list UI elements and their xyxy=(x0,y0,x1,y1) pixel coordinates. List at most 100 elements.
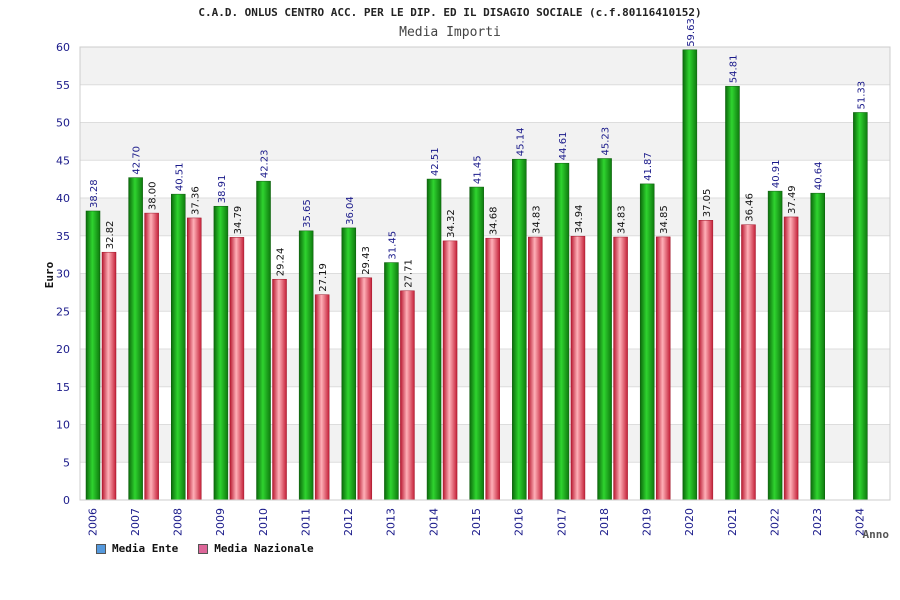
bar-media-ente xyxy=(512,158,527,501)
y-tick-label: 15 xyxy=(56,381,70,394)
x-tick-label: 2016 xyxy=(513,508,526,536)
y-tick-label: 5 xyxy=(63,456,70,469)
bar-media-nazionale xyxy=(101,251,117,501)
data-label: 45.23 xyxy=(601,127,612,156)
bar-media-ente xyxy=(725,85,740,501)
chart-title: C.A.D. ONLUS CENTRO ACC. PER LE DIP. ED … xyxy=(198,6,702,19)
plot-border xyxy=(79,46,891,501)
x-tick-label: 2022 xyxy=(768,508,781,536)
grid-band xyxy=(80,47,890,85)
bar-media-ente xyxy=(554,162,570,501)
data-label: 42.51 xyxy=(430,147,441,176)
y-tick-label: 0 xyxy=(63,494,70,507)
legend-swatch-media-nazionale xyxy=(198,543,209,554)
x-tick-label: 2014 xyxy=(427,508,440,536)
data-label: 38.28 xyxy=(89,179,100,208)
data-label: 34.68 xyxy=(489,207,500,236)
bar-media-nazionale xyxy=(357,277,373,501)
bar-media-nazionale xyxy=(698,220,714,501)
data-label: 44.61 xyxy=(558,132,569,161)
bar-media-nazionale xyxy=(655,236,671,501)
bar-media-ente xyxy=(256,180,271,501)
data-label: 41.45 xyxy=(473,155,484,184)
data-label: 38.91 xyxy=(217,175,228,204)
y-tick-label: 30 xyxy=(56,268,70,281)
legend-label-media-ente: Media Ente xyxy=(112,542,179,555)
bar-media-ente xyxy=(767,190,783,501)
bar-media-nazionale xyxy=(144,212,159,501)
bar-media-ente xyxy=(469,186,484,501)
y-tick-label: 40 xyxy=(56,192,70,205)
bar-media-ente xyxy=(682,49,698,501)
bar-media-ente xyxy=(597,158,612,501)
y-axis-label: Euro xyxy=(43,261,56,288)
grid-band xyxy=(80,160,890,198)
bar-media-nazionale xyxy=(229,237,245,501)
data-label: 51.33 xyxy=(856,81,867,110)
legend-label-media-nazionale: Media Nazionale xyxy=(214,542,314,555)
bar-media-nazionale xyxy=(528,236,543,501)
data-label: 54.81 xyxy=(728,55,739,84)
bar-media-ente xyxy=(384,262,399,501)
data-label: 59.63 xyxy=(686,18,697,47)
legend-swatch-media-ente xyxy=(96,543,106,554)
y-tick-label: 35 xyxy=(56,230,70,243)
bar-media-ente xyxy=(128,177,143,501)
data-label: 36.04 xyxy=(345,196,356,225)
bar-media-nazionale xyxy=(741,224,756,501)
y-tick-label: 10 xyxy=(56,419,70,432)
data-label: 29.24 xyxy=(276,248,287,277)
bar-media-ente xyxy=(171,193,186,501)
data-label: 42.70 xyxy=(132,146,143,175)
legend: Media Ente Media Nazionale xyxy=(96,542,314,555)
x-tick-label: 2009 xyxy=(214,508,227,536)
x-tick-label: 2024 xyxy=(854,508,867,536)
x-tick-label: 2019 xyxy=(641,508,654,536)
x-tick-label: 2023 xyxy=(811,508,824,536)
bar-media-nazionale xyxy=(485,237,500,501)
y-tick-label: 50 xyxy=(56,117,70,130)
bar-media-ente xyxy=(341,227,357,501)
data-label: 40.91 xyxy=(771,159,782,188)
bar-media-nazionale xyxy=(272,278,287,501)
x-axis-label: Anno xyxy=(863,528,890,541)
bar-media-nazionale xyxy=(187,217,202,501)
data-label: 29.43 xyxy=(361,246,372,275)
bar-media-ente xyxy=(426,178,442,501)
grid-band xyxy=(80,122,890,161)
data-label: 27.19 xyxy=(318,263,329,292)
grid-band xyxy=(80,84,890,123)
x-tick-label: 2018 xyxy=(598,508,611,536)
chart-subtitle: Media Importi xyxy=(399,25,501,40)
data-label: 34.32 xyxy=(446,209,457,238)
bar-media-ente xyxy=(639,183,655,501)
bar-media-nazionale xyxy=(314,294,330,501)
bar-media-ente xyxy=(298,230,314,501)
bar-media-nazionale xyxy=(570,235,586,501)
data-label: 34.85 xyxy=(659,205,670,234)
data-label: 41.87 xyxy=(643,152,654,181)
bar-media-nazionale xyxy=(442,240,458,501)
x-tick-label: 2015 xyxy=(470,508,483,536)
x-tick-label: 2012 xyxy=(342,508,355,536)
x-tick-label: 2010 xyxy=(257,508,270,536)
bar-media-nazionale xyxy=(400,290,415,501)
bar-media-ente xyxy=(853,112,868,501)
data-label: 45.14 xyxy=(515,128,526,157)
bar-media-nazionale xyxy=(613,236,628,501)
data-label: 42.23 xyxy=(260,150,271,179)
data-label: 34.79 xyxy=(233,206,244,235)
data-label: 34.83 xyxy=(617,205,628,234)
x-tick-label: 2017 xyxy=(555,508,568,536)
y-tick-label: 55 xyxy=(56,79,70,92)
data-label: 36.46 xyxy=(744,193,755,222)
legend-item-media-nazionale: Media Nazionale xyxy=(198,542,314,555)
bar-media-ente xyxy=(810,192,825,501)
data-label: 27.71 xyxy=(403,259,414,288)
bar-media-ente xyxy=(213,205,229,501)
data-label: 31.45 xyxy=(387,231,398,260)
y-tick-label: 60 xyxy=(56,41,70,54)
x-tick-label: 2006 xyxy=(86,508,99,536)
